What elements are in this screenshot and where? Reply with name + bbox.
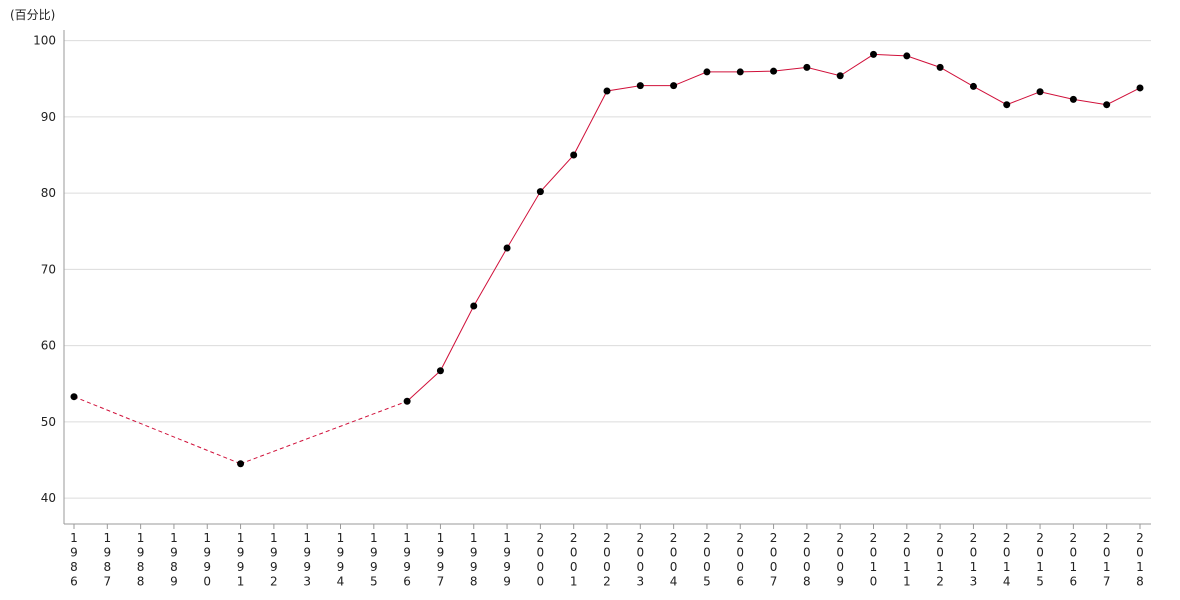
y-tick-label: 50 (41, 415, 56, 429)
y-tick-label: 70 (41, 262, 56, 276)
chart-title: (百分比) (10, 8, 55, 22)
y-tick-label: 80 (41, 186, 56, 200)
data-point (870, 50, 877, 58)
gap-connector (73, 396, 241, 465)
data-point (503, 244, 511, 252)
y-tick-label: 60 (41, 339, 56, 353)
data-point (670, 82, 678, 90)
data-point (570, 151, 578, 159)
data-point (1103, 101, 1111, 109)
data-point (969, 82, 977, 90)
data-point (703, 68, 711, 76)
data-point (770, 67, 778, 75)
data-point (736, 68, 744, 76)
data-point (936, 63, 944, 71)
data-point (1036, 88, 1044, 96)
y-tick-label: 40 (41, 491, 56, 505)
data-point (470, 302, 478, 310)
data-point (903, 52, 911, 60)
data-point (603, 87, 611, 95)
data-point (1136, 84, 1144, 92)
data-point (436, 367, 444, 375)
data-point (70, 393, 78, 401)
data-point (1069, 95, 1077, 103)
gap-connector (240, 400, 408, 465)
data-point (636, 82, 644, 90)
data-line (406, 53, 1141, 402)
data-point (1003, 101, 1011, 109)
y-tick-label: 100 (33, 34, 56, 48)
data-point (803, 63, 811, 71)
data-point (536, 188, 544, 196)
data-point (403, 397, 411, 405)
y-tick-label: 90 (41, 110, 56, 124)
data-point (237, 460, 245, 468)
data-point (836, 72, 844, 80)
